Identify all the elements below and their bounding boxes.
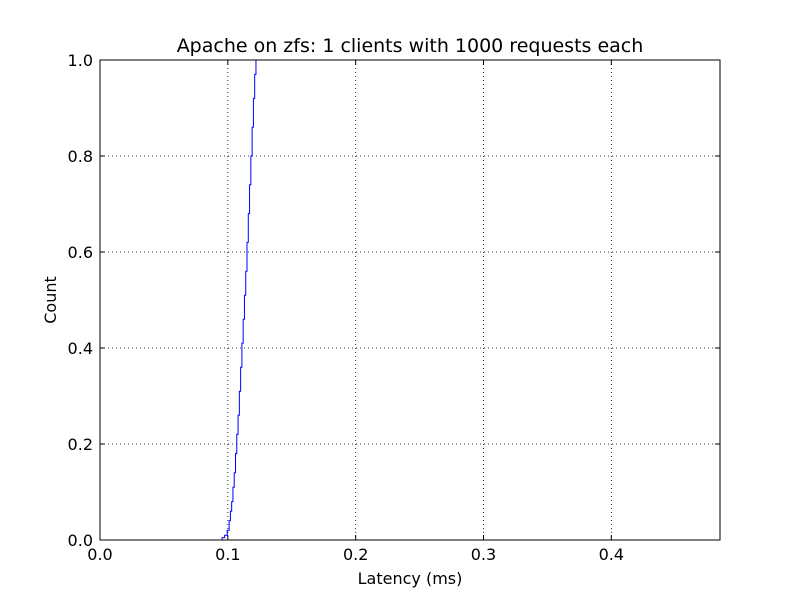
- x-tick-label: 0.2: [343, 545, 368, 564]
- chart-title: Apache on zfs: 1 clients with 1000 reque…: [177, 35, 644, 57]
- x-tick-label: 0.1: [215, 545, 240, 564]
- y-tick-label: 0.2: [68, 435, 93, 454]
- x-axis-label: Latency (ms): [358, 569, 463, 588]
- y-tick-label: 0.0: [68, 531, 93, 550]
- x-tick-label: 0.4: [599, 545, 624, 564]
- y-tick-label: 1.0: [68, 51, 93, 70]
- plot-frame: [99, 59, 721, 541]
- y-tick-label: 0.4: [68, 339, 93, 358]
- tick-layer: 0.0 0.1 0.2 0.3 0.4 0.0 0.2 0.4 0.6 0.8 1.0: [68, 51, 720, 564]
- y-axis-label: Count: [41, 276, 60, 324]
- y-tick-label: 0.8: [68, 147, 93, 166]
- cdf-series-line: [219, 60, 257, 541]
- series-layer: [219, 60, 257, 541]
- y-tick-label: 0.6: [68, 243, 93, 262]
- x-tick-label: 0.3: [471, 545, 496, 564]
- x-tick-label: 0.0: [87, 545, 112, 564]
